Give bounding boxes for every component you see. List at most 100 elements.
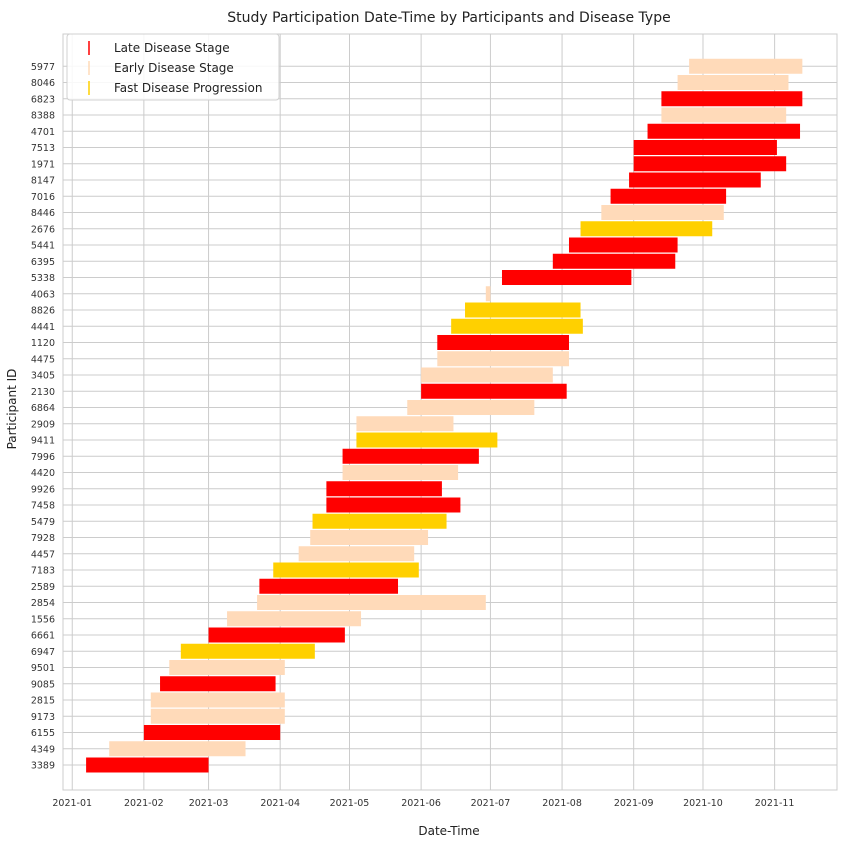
y-tick-label: 9173 bbox=[31, 712, 55, 723]
y-tick-label: 6395 bbox=[31, 257, 55, 268]
y-tick-label: 6947 bbox=[31, 647, 55, 658]
y-tick-label: 2854 bbox=[31, 598, 55, 609]
x-tick-label: 2021-04 bbox=[260, 798, 300, 809]
y-tick-label: 3389 bbox=[31, 761, 55, 772]
y-tick-label: 4441 bbox=[31, 322, 55, 333]
bar-2854 bbox=[257, 595, 486, 610]
x-tick-label: 2021-07 bbox=[471, 798, 511, 809]
bar-9411 bbox=[356, 432, 498, 448]
x-tick-label: 2021-11 bbox=[755, 798, 795, 809]
bar-9173 bbox=[150, 708, 285, 724]
bar-4457 bbox=[298, 546, 415, 562]
y-tick-label: 8388 bbox=[31, 111, 55, 122]
x-tick-label: 2021-10 bbox=[683, 798, 723, 809]
y-tick-label: 4457 bbox=[31, 549, 55, 560]
legend: Late Disease Stage Early Disease Stage Fas… bbox=[66, 33, 280, 101]
x-tick-label: 2021-08 bbox=[542, 798, 582, 809]
bar-8388 bbox=[661, 107, 787, 123]
x-tick-label: 2021-09 bbox=[614, 798, 654, 809]
bar-4441 bbox=[451, 318, 583, 334]
y-tick-label: 5338 bbox=[31, 273, 55, 284]
bar-9501 bbox=[169, 660, 285, 675]
y-tick-label: 5977 bbox=[31, 62, 55, 73]
y-tick-label: 4475 bbox=[31, 354, 55, 365]
legend-label: Early Disease Stage bbox=[114, 61, 234, 75]
bar-6864 bbox=[407, 400, 535, 415]
bar-6823 bbox=[661, 91, 803, 107]
bar-8446 bbox=[601, 205, 724, 220]
y-tick-label: 4701 bbox=[31, 127, 55, 138]
bar-4420 bbox=[342, 465, 459, 480]
bar-7183 bbox=[273, 562, 419, 578]
bar-layer bbox=[86, 58, 803, 773]
y-tick-label: 5441 bbox=[31, 241, 55, 252]
y-tick-label: 8826 bbox=[31, 306, 55, 317]
y-tick-label: 7183 bbox=[31, 566, 55, 577]
y-tick-label: 4349 bbox=[31, 744, 55, 755]
x-tick-label: 2021-02 bbox=[124, 798, 164, 809]
y-tick-label: 8147 bbox=[31, 176, 55, 187]
y-tick-label: 3405 bbox=[31, 371, 55, 382]
y-tick-label: 5479 bbox=[31, 517, 55, 528]
y-tick-label: 6864 bbox=[31, 403, 55, 414]
y-tick-label: 9926 bbox=[31, 484, 55, 495]
bar-7458 bbox=[326, 497, 461, 513]
bar-2589 bbox=[259, 578, 399, 594]
bar-7513 bbox=[633, 140, 777, 155]
y-tick-label: 7458 bbox=[31, 501, 55, 512]
y-tick-label: 1556 bbox=[31, 614, 55, 625]
chart-title: Study Participation Date-Time by Partici… bbox=[227, 10, 670, 26]
y-tick-label: 9501 bbox=[31, 663, 55, 674]
x-tick-label: 2021-06 bbox=[401, 798, 441, 809]
bar-8046 bbox=[677, 75, 789, 90]
legend-box bbox=[66, 33, 280, 101]
y-tick-label: 7996 bbox=[31, 452, 55, 463]
bar-7016 bbox=[610, 188, 727, 204]
y-tick-label: 2815 bbox=[31, 696, 55, 707]
bar-5977 bbox=[689, 58, 803, 74]
y-tick-label: 2130 bbox=[31, 387, 55, 398]
bar-4349 bbox=[109, 741, 246, 757]
y-tick-labels: 3389 4349 6155 9173 2815 9085 9501 6947 6661 1556… bbox=[31, 62, 55, 772]
x-tick-label: 2021-05 bbox=[330, 798, 370, 809]
bar-6947 bbox=[180, 643, 315, 659]
bar-2676 bbox=[580, 221, 713, 237]
y-tick-label: 2676 bbox=[31, 224, 55, 235]
bar-4063 bbox=[485, 286, 491, 302]
x-tick-label: 2021-01 bbox=[52, 798, 92, 809]
bar-2909 bbox=[356, 416, 454, 432]
y-tick-label: 2589 bbox=[31, 582, 55, 593]
y-tick-label: 7513 bbox=[31, 143, 55, 154]
y-axis-label: Participant ID bbox=[5, 369, 19, 450]
bar-1120 bbox=[437, 335, 569, 350]
y-tick-label: 6823 bbox=[31, 94, 55, 105]
bar-2815 bbox=[150, 692, 285, 708]
y-tick-label: 4063 bbox=[31, 289, 55, 300]
plot-frame bbox=[62, 33, 838, 791]
bar-5441 bbox=[568, 237, 678, 253]
bar-6395 bbox=[552, 253, 676, 269]
y-tick-label: 7016 bbox=[31, 192, 55, 203]
bar-5479 bbox=[312, 513, 447, 529]
bar-7928 bbox=[310, 530, 429, 545]
bar-6661 bbox=[208, 627, 345, 643]
y-tick-label: 9085 bbox=[31, 679, 55, 690]
bar-5338 bbox=[501, 270, 632, 285]
legend-label: Late Disease Stage bbox=[114, 41, 230, 55]
bar-6155 bbox=[143, 725, 281, 740]
bar-4701 bbox=[647, 123, 801, 139]
y-tick-label: 2909 bbox=[31, 419, 55, 430]
bar-8826 bbox=[465, 302, 581, 318]
x-axis-label: Date-Time bbox=[418, 824, 479, 838]
y-tick-label: 9411 bbox=[31, 436, 55, 447]
y-tick-label: 6155 bbox=[31, 728, 55, 739]
bar-8147 bbox=[629, 172, 761, 188]
y-tick-label: 1120 bbox=[31, 338, 55, 349]
bar-2130 bbox=[421, 383, 567, 399]
y-tick-label: 1971 bbox=[31, 159, 55, 170]
y-tick-label: 8446 bbox=[31, 208, 55, 219]
bar-9085 bbox=[160, 676, 276, 692]
bar-7996 bbox=[342, 448, 479, 464]
